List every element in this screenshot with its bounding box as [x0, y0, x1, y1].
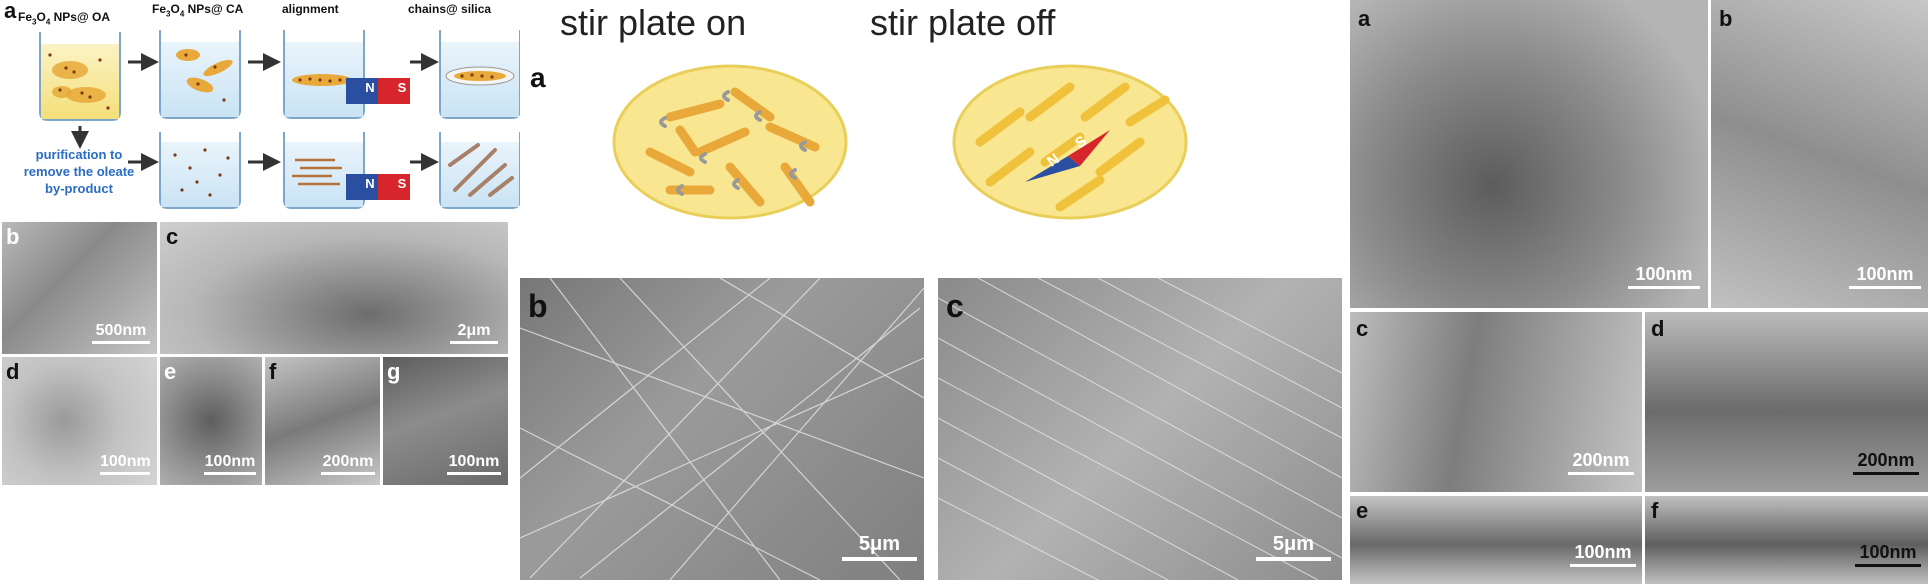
tem-3c-scalebar: 200nm	[1568, 450, 1634, 475]
tem-3f-scalebar: 100nm	[1855, 542, 1921, 567]
magnet-n-bottom: N	[365, 176, 375, 191]
tem-image-1d: d 100nm	[2, 357, 157, 485]
tem-3c-label: c	[1356, 316, 1369, 341]
tem-3a-scalebar: 100nm	[1628, 264, 1700, 289]
beaker-chains-top	[439, 30, 520, 119]
tem-1g-scalebar: 100nm	[447, 453, 501, 475]
tem-image-3a: a 100nm	[1350, 0, 1708, 308]
header-alignment: alignment	[282, 2, 339, 16]
tem-image-1e: e 100nm	[160, 357, 262, 485]
tem-image-1b: b 500nm	[2, 222, 157, 354]
tem-1d-scalebar: 100nm	[100, 453, 151, 475]
tem-image-3f: f 100nm	[1645, 496, 1928, 584]
sem-2c-label: c	[946, 288, 964, 324]
tem-1d-label: d	[6, 359, 20, 384]
tem-1e-label: e	[164, 359, 177, 384]
tem-image-1g: g 100nm	[383, 357, 508, 485]
header-chains-silica: chains@ silica	[408, 2, 492, 16]
beaker-oa	[39, 32, 121, 121]
tem-1c-label: c	[166, 224, 179, 249]
beaker-ca-top	[159, 30, 241, 119]
tem-image-1c: c 2μm	[160, 222, 508, 354]
beaker-ca-bottom	[159, 132, 241, 209]
sem-2b-scalebar: 5μm	[842, 533, 917, 561]
tem-image-1f: f 200nm	[265, 357, 380, 485]
beaker-chains-bottom	[439, 132, 520, 209]
tem-1f-label: f	[269, 359, 277, 384]
tem-1c-scalebar: 2μm	[450, 322, 498, 344]
title-stir-plate-on: stir plate on	[560, 2, 747, 43]
beaker-align-top	[283, 30, 410, 119]
sem-2c-scalebar: 5μm	[1256, 533, 1331, 561]
tem-3e-label: e	[1356, 498, 1369, 523]
tem-3d-label: d	[1651, 316, 1665, 341]
beaker-align-bottom	[283, 132, 410, 209]
tem-1e-scalebar: 100nm	[204, 453, 256, 475]
tem-3d-scalebar: 200nm	[1853, 450, 1919, 475]
tem-3b-label: b	[1719, 6, 1733, 31]
tem-image-3b: b 100nm	[1711, 0, 1928, 308]
tem-image-3d: d 200nm	[1645, 312, 1928, 492]
magnet-n-top: N	[365, 80, 375, 95]
dish-stir-on	[612, 64, 848, 220]
header-fe3o4-oa: Fe3O4 NPs@ OA	[18, 10, 110, 27]
panel1-label-a: a	[4, 0, 17, 23]
sem-2b-label: b	[528, 288, 548, 324]
panel2-label-a: a	[530, 62, 546, 93]
scheme-diagram	[39, 30, 520, 209]
tem-3f-label: f	[1651, 498, 1659, 523]
sem-image-2c: c 5μm	[938, 278, 1342, 580]
sem-image-2b: b 5μm	[520, 278, 924, 580]
tem-image-3c: c 200nm	[1350, 312, 1642, 492]
tem-1f-scalebar: 200nm	[321, 453, 375, 475]
tem-image-3e: e 100nm	[1350, 496, 1642, 584]
magnet-s-bottom: S	[397, 176, 407, 191]
tem-1b-label: b	[6, 224, 20, 249]
tem-3e-scalebar: 100nm	[1570, 542, 1636, 567]
tem-1g-label: g	[387, 359, 401, 384]
magnet-s-top: S	[397, 80, 407, 95]
dish-stir-off	[952, 64, 1188, 220]
tem-3a-label: a	[1358, 6, 1371, 31]
header-fe3o4-ca: Fe3O4 NPs@ CA	[152, 2, 244, 19]
tem-3b-scalebar: 100nm	[1849, 264, 1921, 289]
purification-text: purification to remove the oleate by-pro…	[23, 147, 135, 196]
title-stir-plate-off: stir plate off	[870, 2, 1056, 43]
tem-1b-scalebar: 500nm	[92, 322, 150, 344]
